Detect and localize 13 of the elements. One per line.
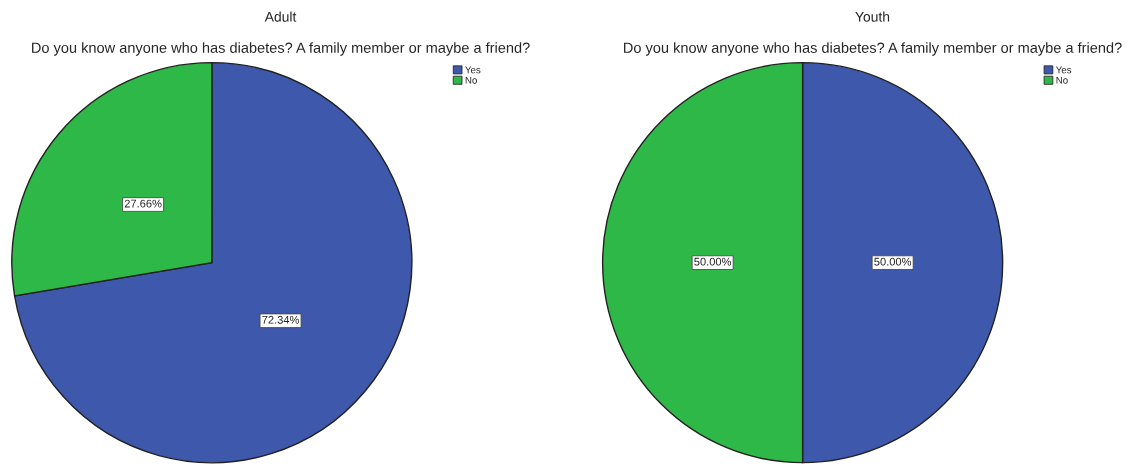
pie-slice (13, 61, 413, 464)
data-label: 50.00% (874, 257, 912, 266)
legend-label: Yes (1055, 66, 1072, 74)
legend-label: Yes (465, 66, 481, 74)
chart-title: Youth (855, 11, 890, 22)
data-label: 50.00% (694, 257, 732, 266)
legend-label: No (1056, 76, 1068, 84)
chart-title: Adult (264, 11, 297, 22)
data-label: 72.34% (262, 315, 300, 324)
data-label: 27.66% (124, 199, 162, 208)
chart-subtitle: Do you know anyone who has diabetes? A family member or maybe a friend? (624, 42, 1122, 56)
chart-subtitle: Do you know anyone who has diabetes? A family member or maybe a friend? (32, 42, 530, 56)
legend-label: No (465, 76, 477, 84)
